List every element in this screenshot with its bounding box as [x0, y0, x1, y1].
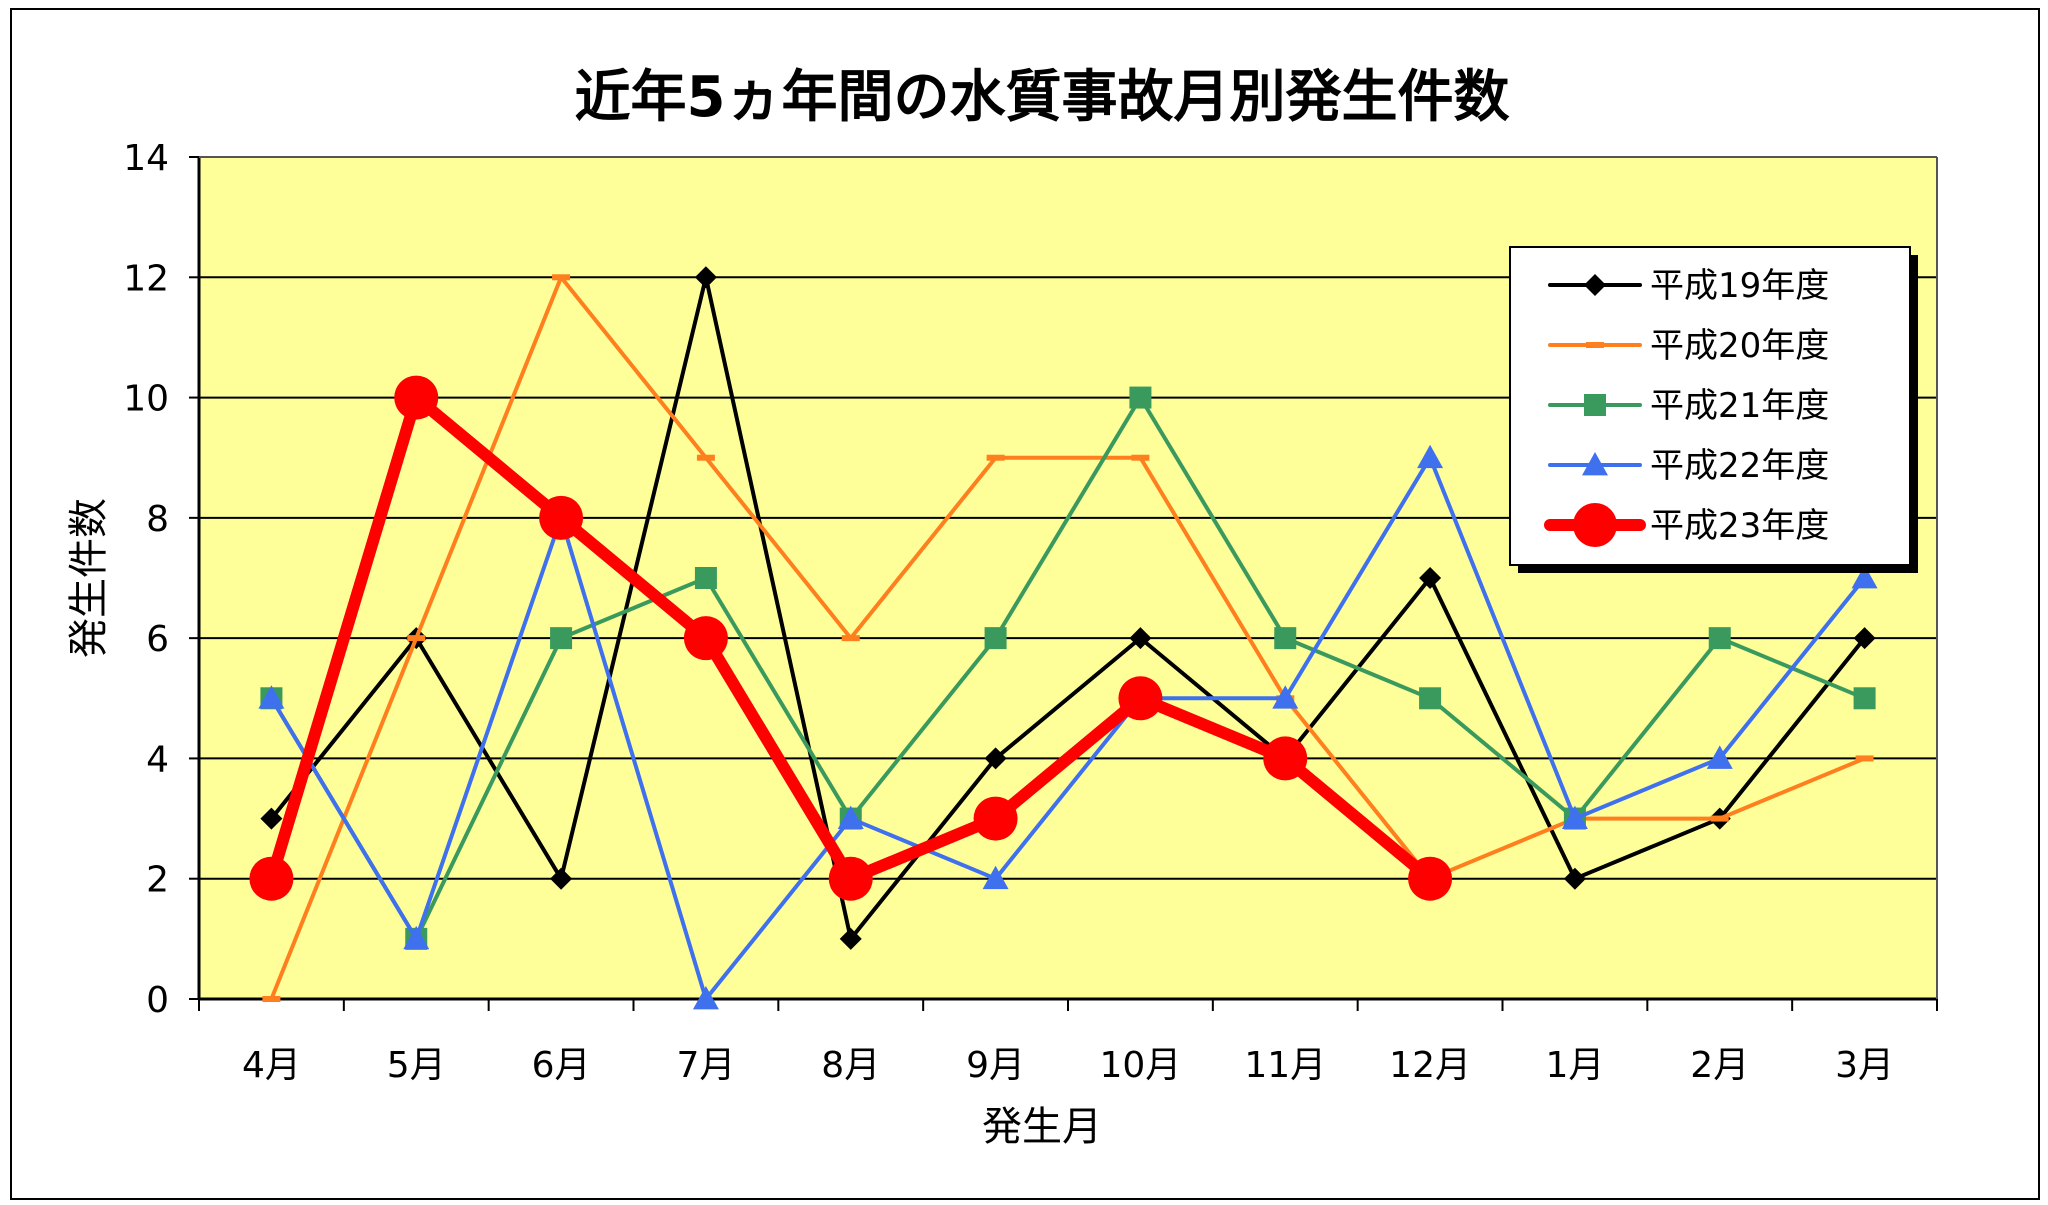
- data-point: [1263, 736, 1308, 781]
- data-point: [1419, 567, 1442, 589]
- legend-item: 平成19年度: [1548, 266, 1829, 306]
- data-point: [1710, 815, 1729, 822]
- y-tick-label: 10: [123, 379, 169, 420]
- chart-title: 近年5ヵ年間の水質事故月別発生件数: [575, 65, 1510, 130]
- data-point: [539, 495, 584, 540]
- data-point: [552, 274, 571, 281]
- data-point: [258, 685, 285, 709]
- x-tick-label: 5月: [387, 1045, 446, 1086]
- data-point: [1129, 386, 1152, 409]
- data-point: [1274, 627, 1297, 650]
- data-point: [407, 635, 426, 642]
- series-4: [258, 444, 1878, 1010]
- x-tick-label: 7月: [676, 1045, 735, 1086]
- data-point: [692, 986, 719, 1010]
- data-point: [550, 627, 573, 650]
- data-point: [1584, 394, 1606, 416]
- legend-item: 平成23年度: [1544, 503, 1829, 547]
- data-point: [262, 996, 281, 1002]
- legend-label: 平成19年度: [1650, 266, 1829, 306]
- data-point: [1851, 565, 1878, 589]
- x-tick-label: 8月: [821, 1045, 880, 1086]
- x-tick-label: 1月: [1545, 1045, 1604, 1086]
- y-tick-label: 2: [146, 860, 169, 901]
- data-point: [696, 454, 715, 461]
- series-line: [269, 275, 1867, 1001]
- data-point: [249, 856, 294, 901]
- data-point: [1573, 503, 1617, 547]
- legend-label: 平成21年度: [1650, 386, 1829, 426]
- legend-item: 平成22年度: [1548, 446, 1829, 486]
- chart-frame: 近年5ヵ年間の水質事故月別発生件数 0 2 4 6 8 10 12 14 4月 5月 6月 7月 8月…: [10, 8, 2040, 1200]
- data-point: [841, 635, 860, 642]
- legend-item: 平成20年度: [1548, 326, 1829, 366]
- data-point: [1419, 687, 1442, 710]
- data-point: [984, 627, 1007, 650]
- data-point: [1563, 867, 1586, 890]
- y-tick-label: 6: [146, 619, 169, 660]
- x-tick-label: 11月: [1244, 1045, 1326, 1086]
- data-point: [1582, 452, 1608, 476]
- data-point: [982, 865, 1009, 890]
- y-axis-title: 発生件数: [66, 498, 112, 658]
- data-point: [1129, 627, 1152, 650]
- data-point: [984, 747, 1007, 770]
- data-point: [403, 925, 430, 950]
- x-tick-labels: 4月 5月 6月 7月 8月 9月 10月 11月 12月 1月 2月 3月: [242, 1045, 1894, 1086]
- series-5: [249, 375, 1453, 901]
- y-tick-label: 4: [146, 739, 169, 780]
- legend-label: 平成23年度: [1650, 506, 1829, 546]
- legend-item: 平成21年度: [1548, 386, 1829, 426]
- data-point: [1853, 627, 1876, 650]
- data-point: [837, 805, 864, 829]
- axes: [197, 156, 1938, 1011]
- x-tick-label: 6月: [532, 1045, 591, 1086]
- legend-label: 平成22年度: [1650, 446, 1829, 486]
- data-point: [973, 796, 1018, 841]
- data-point: [986, 454, 1005, 461]
- series-line: [269, 275, 1867, 941]
- data-point: [1408, 856, 1453, 901]
- data-point: [1417, 444, 1444, 469]
- data-point: [694, 266, 717, 289]
- data-point: [1131, 454, 1150, 461]
- y-tick-label: 8: [146, 499, 169, 540]
- data-point: [1561, 805, 1588, 829]
- data-point: [1586, 342, 1604, 348]
- data-point: [550, 867, 573, 890]
- x-tick-label: 2月: [1690, 1045, 1749, 1086]
- data-point: [1855, 755, 1874, 762]
- data-point: [1853, 687, 1876, 710]
- data-point: [1706, 745, 1733, 769]
- data-point: [1584, 274, 1606, 296]
- y-tick-labels: 0 2 4 6 8 10 12 14: [123, 138, 169, 1021]
- data-point: [1708, 627, 1731, 650]
- data-point: [828, 856, 873, 901]
- x-tick-label: 9月: [966, 1045, 1025, 1086]
- data-point: [839, 927, 862, 950]
- data-point: [260, 807, 283, 830]
- x-axis-title: 発生月: [982, 1104, 1102, 1150]
- x-tick-label: 3月: [1835, 1045, 1894, 1086]
- series-layer: [249, 266, 1878, 1010]
- legend-label: 平成20年度: [1650, 326, 1829, 366]
- data-point: [1118, 676, 1163, 721]
- data-point: [1272, 685, 1299, 709]
- data-point: [394, 375, 439, 420]
- x-tick-label: 10月: [1100, 1045, 1182, 1086]
- series-line: [269, 455, 1867, 1001]
- x-tick-label: 4月: [242, 1045, 301, 1086]
- y-tick-label: 0: [146, 980, 169, 1021]
- line-chart: 近年5ヵ年間の水質事故月別発生件数 0 2 4 6 8 10 12 14 4月 5月 6月 7月 8月…: [66, 65, 1938, 1150]
- data-point: [694, 567, 717, 589]
- data-point: [683, 616, 728, 661]
- y-tick-label: 12: [123, 258, 169, 299]
- y-tick-label: 14: [123, 138, 169, 179]
- x-tick-label: 12月: [1389, 1045, 1471, 1086]
- series-line: [269, 395, 1867, 941]
